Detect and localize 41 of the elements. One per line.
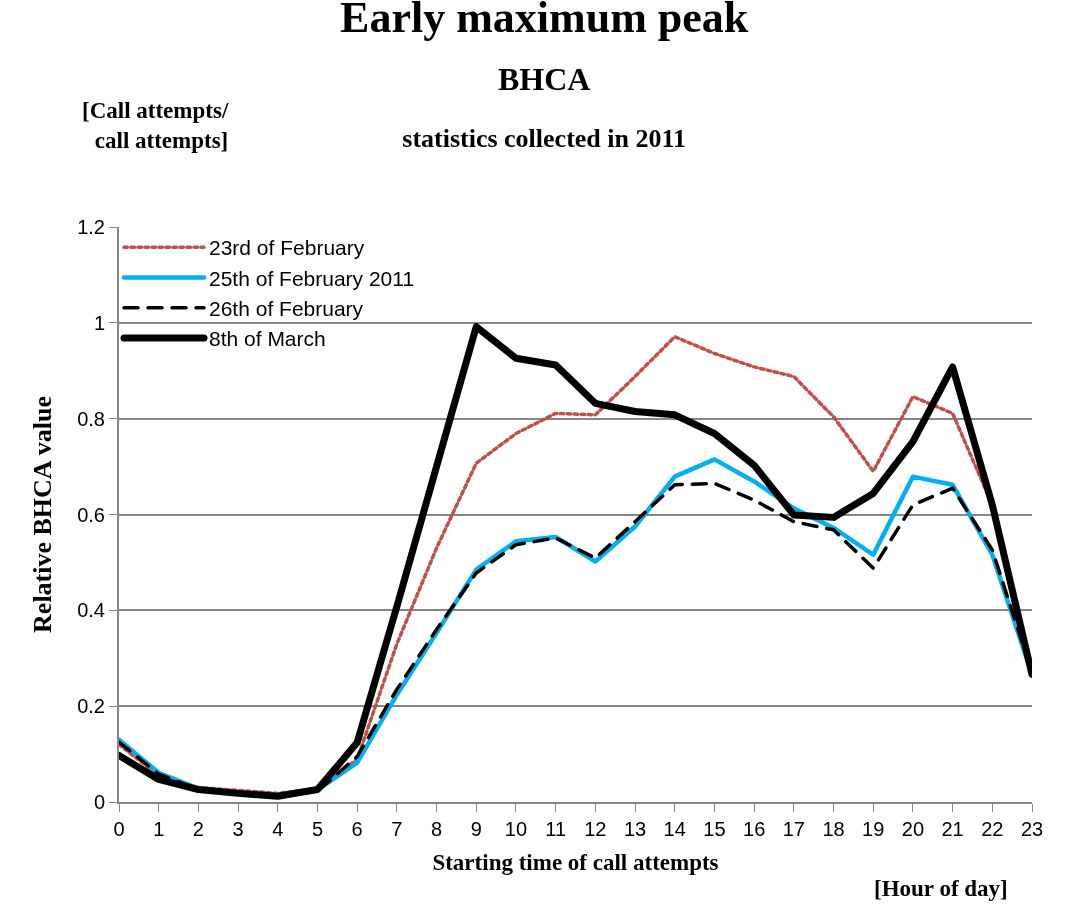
x-tick-label: 18: [822, 818, 845, 840]
chart-title: Early maximum peak: [340, 0, 749, 43]
y-tick-label: 0.6: [77, 503, 105, 526]
legend-label: 8th of March: [209, 327, 326, 351]
x-tick-label: 3: [232, 818, 244, 840]
x-tick-label: 17: [782, 818, 805, 840]
x-tick-label: 19: [862, 818, 885, 840]
y-tick-label: 0.8: [77, 407, 105, 430]
x-tick-label: 16: [743, 818, 766, 840]
x-tick-label: 15: [703, 818, 726, 840]
x-tick-label: 12: [584, 818, 607, 840]
x-tick-label: 4: [272, 818, 284, 840]
y-axis-title: Relative BHCA value: [28, 396, 58, 633]
x-tick-label: 14: [663, 818, 686, 840]
x-axis-title: Starting time of call attempts: [432, 850, 719, 876]
x-tick-label: 22: [981, 818, 1004, 840]
x-tick-label: 5: [311, 818, 324, 840]
x-tick-label: 23: [1020, 818, 1044, 840]
legend-label: 25th of February 2011: [209, 266, 415, 290]
y-tick-label: 0.4: [77, 599, 105, 622]
y-tick-label: 0.2: [77, 695, 105, 718]
x-tick-label: 11: [545, 818, 567, 840]
x-tick-label: 6: [351, 818, 363, 840]
x-tick-label: 8: [431, 818, 443, 840]
x-tick-label: 21: [941, 818, 964, 840]
x-tick-label: 0: [113, 818, 125, 840]
x-tick-label: 1: [153, 818, 165, 840]
y-tick-label: 1.2: [77, 216, 105, 238]
legend-label: 23rd of February: [209, 236, 365, 260]
x-tick-label: 10: [504, 818, 528, 840]
y-tick-label: 1: [93, 311, 105, 334]
y-tick-label: 0: [93, 791, 105, 813]
text: [Call attempts/ call attempts]: [82, 98, 229, 153]
legend-label: 26th of February: [209, 296, 364, 320]
x-tick-label: 20: [901, 818, 925, 840]
x-tick-label: 2: [192, 818, 204, 840]
chart-subtitle: BHCA statistics collected in 2011: [402, 60, 687, 153]
text: [Hour of day]: [874, 876, 1008, 901]
x-tick-label: 13: [623, 818, 647, 840]
x-tick-label: 9: [470, 818, 482, 840]
x-tick-label: 7: [391, 818, 403, 840]
